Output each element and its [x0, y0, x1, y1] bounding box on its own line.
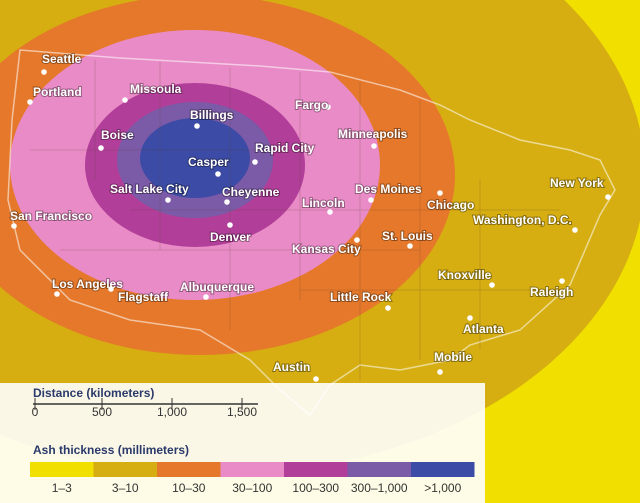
city-dot	[41, 69, 47, 75]
legend-title: Ash thickness (millimeters)	[33, 443, 189, 457]
city-label: Washington, D.C.	[473, 213, 572, 227]
legend-swatch	[93, 462, 157, 477]
city-label: San Francisco	[10, 209, 92, 223]
city-dot	[325, 104, 331, 110]
city-label: Portland	[33, 85, 82, 99]
city-label: Salt Lake City	[110, 182, 189, 196]
scale-title: Distance (kilometers)	[33, 386, 154, 400]
city-dot	[227, 222, 233, 228]
city-dot	[437, 190, 443, 196]
city-label: Los Angeles	[52, 277, 123, 291]
city-dot	[368, 197, 374, 203]
city-dot	[467, 315, 473, 321]
city-label: Lincoln	[302, 196, 345, 210]
city-dot	[224, 199, 230, 205]
legend-swatch	[347, 462, 411, 477]
legend-label: >1,000	[424, 481, 461, 495]
city-label: Kansas City	[292, 242, 361, 256]
legend: 1–3 3–10 10–30 30–100 100–300 300–1,000 >1,000	[30, 462, 475, 495]
city-dot	[407, 243, 413, 249]
city-dot	[98, 145, 104, 151]
city-dot	[572, 227, 578, 233]
city-label: Mobile	[434, 350, 472, 364]
city-label: Chicago	[427, 198, 474, 212]
city-label: Missoula	[130, 82, 182, 96]
scale-label: 500	[92, 405, 112, 419]
legend-label: 300–1,000	[351, 481, 408, 495]
ash-zones	[0, 0, 640, 475]
city-label: Seattle	[42, 52, 82, 66]
city-label: Raleigh	[530, 285, 573, 299]
city-dot	[371, 143, 377, 149]
scale-label: 0	[32, 405, 39, 419]
city-dot	[108, 286, 114, 292]
legend-label: 3–10	[112, 481, 139, 495]
scale-label: 1,000	[157, 405, 187, 419]
city-dot	[252, 159, 258, 165]
city-dot	[203, 294, 209, 300]
city-labels: Seattle Portland Missoula Billings Boise Casp…	[9, 51, 611, 382]
city-label: Rapid City	[255, 141, 315, 155]
city-dot	[354, 237, 360, 243]
city-dot	[27, 99, 33, 105]
us-outline	[7, 49, 616, 417]
city-dot	[194, 123, 200, 129]
legend-label: 100–300	[292, 481, 339, 495]
city-dot	[313, 376, 319, 382]
city-dot	[215, 171, 221, 177]
legend-label: 1–3	[52, 481, 72, 495]
city-dot	[122, 97, 128, 103]
scale-ticks: 0 500 1,000 1,500	[32, 398, 257, 419]
city-dot	[11, 223, 17, 229]
city-label: New York	[550, 176, 604, 190]
legend-swatch	[411, 462, 475, 477]
city-label: Denver	[210, 230, 251, 244]
ash-zone	[140, 118, 250, 198]
city-dot	[327, 209, 333, 215]
legend-swatch	[30, 462, 94, 477]
city-label: Fargo	[295, 98, 328, 112]
legend-label: 30–100	[232, 481, 272, 495]
city-dot	[559, 278, 565, 284]
city-label: Albuquerque	[180, 280, 254, 294]
city-dot	[165, 197, 171, 203]
city-label: Flagstaff	[118, 290, 169, 304]
city-label: Little Rock	[330, 290, 392, 304]
city-label: Knoxville	[438, 268, 492, 282]
scale-label: 1,500	[227, 405, 257, 419]
city-label: Cheyenne	[222, 185, 280, 199]
city-label: Billings	[190, 108, 234, 122]
state-lines	[30, 60, 560, 380]
legend-swatch	[157, 462, 221, 477]
city-dot	[605, 194, 611, 200]
city-label: Des Moines	[355, 182, 422, 196]
city-label: St. Louis	[382, 229, 433, 243]
legend-label: 10–30	[172, 481, 206, 495]
legend-swatch	[220, 462, 284, 477]
legend-swatch	[284, 462, 348, 477]
city-label: Atlanta	[463, 322, 504, 336]
city-dot	[489, 282, 495, 288]
city-label: Boise	[101, 128, 134, 142]
city-label: Casper	[188, 155, 229, 169]
city-label: Austin	[273, 360, 310, 374]
city-label: Minneapolis	[338, 127, 408, 141]
city-dot	[437, 369, 443, 375]
city-dot	[385, 305, 391, 311]
city-dot	[54, 291, 60, 297]
